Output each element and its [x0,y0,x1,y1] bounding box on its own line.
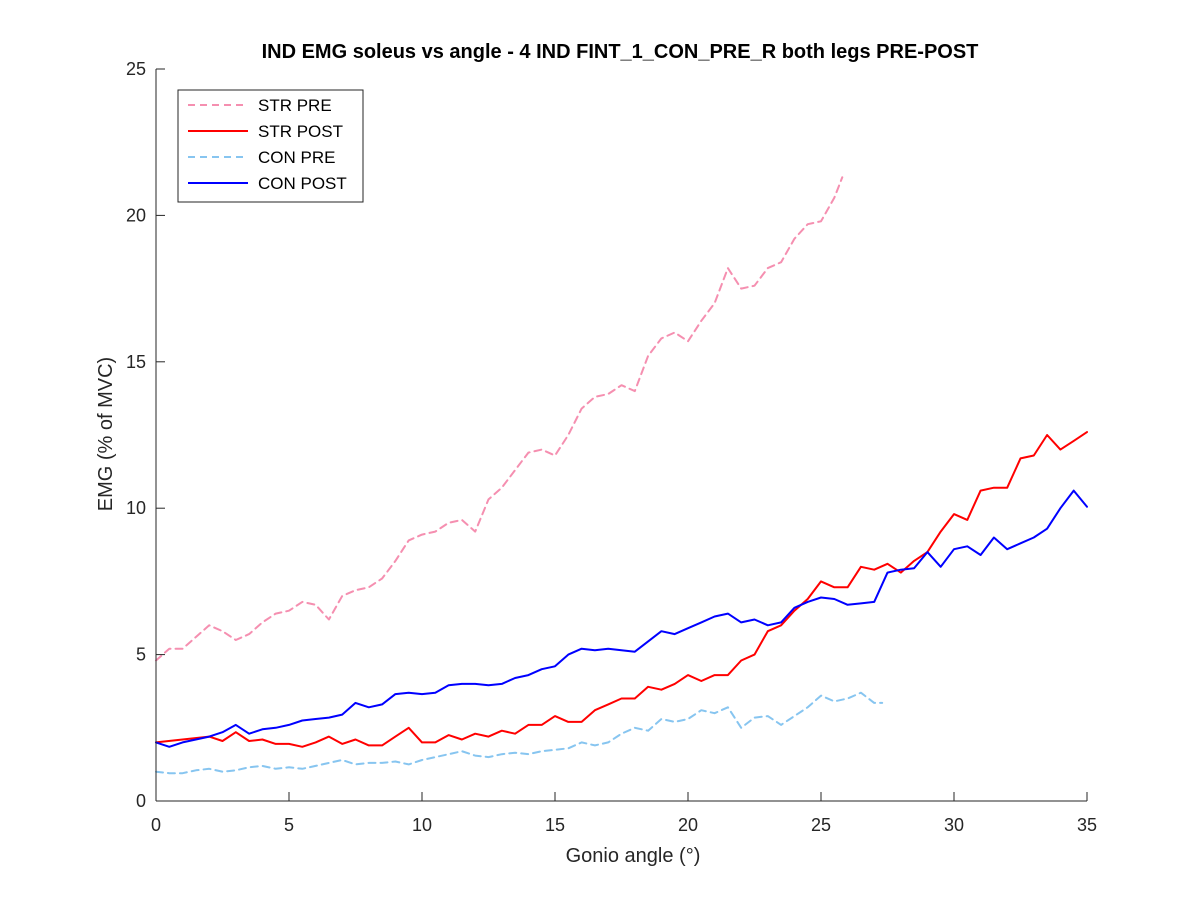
series-line-str-pre [155,176,844,662]
x-tick-label: 10 [412,815,432,835]
x-tick-label: 35 [1077,815,1097,835]
legend-label: CON POST [258,174,347,193]
series-line-con-pre [155,691,884,775]
y-tick-label: 20 [126,205,146,225]
y-tick-label: 5 [136,645,146,665]
y-tick-label: 10 [126,498,146,518]
chart-title: IND EMG soleus vs angle - 4 IND FINT_1_C… [262,41,979,63]
x-tick-label: 20 [678,815,698,835]
x-tick-label: 25 [811,815,831,835]
plot-area: 0 5 10 15 20 25 30 35 0 5 10 15 20 25 [126,59,1097,835]
y-axis-label: EMG (% of MVC) [95,357,117,511]
legend: STR PRE STR POST CON PRE CON POST [177,89,364,203]
y-tick-label: 15 [126,352,146,372]
series-line-str-post [155,431,1088,748]
x-axis-label: Gonio angle (°) [566,845,701,867]
series-line-con-post [155,489,1088,748]
legend-label: STR PRE [258,96,332,115]
x-tick-label: 5 [284,815,294,835]
y-tick-label: 25 [126,59,146,79]
legend-label: CON PRE [258,148,335,167]
x-tick-label: 30 [944,815,964,835]
y-tick-label: 0 [136,791,146,811]
x-tick-label: 15 [545,815,565,835]
x-tick-label: 0 [151,815,161,835]
legend-label: STR POST [258,122,343,141]
